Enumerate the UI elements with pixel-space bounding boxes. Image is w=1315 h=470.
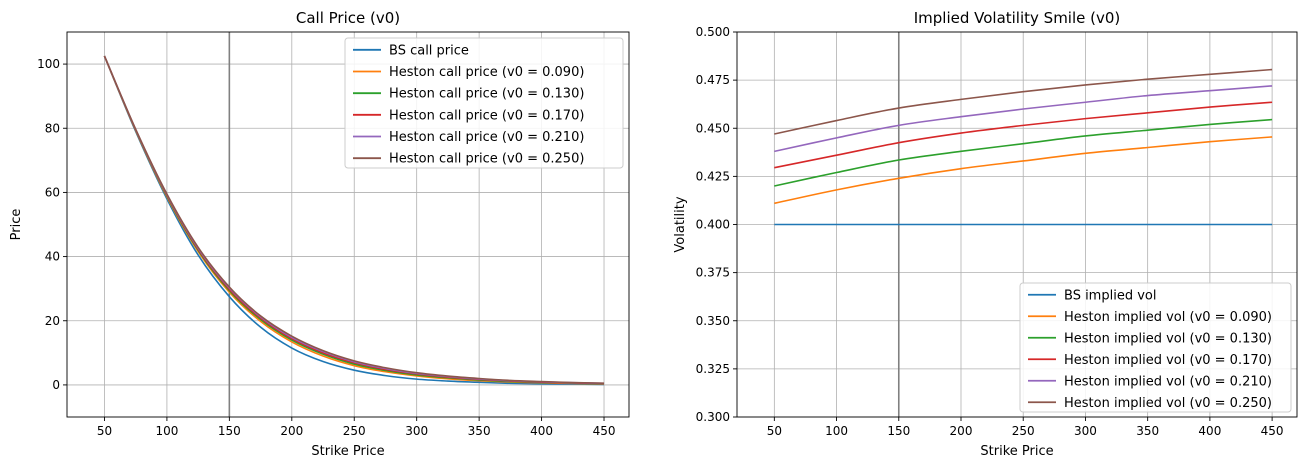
- legend-label: Heston implied vol (v0 = 0.090): [1064, 310, 1272, 325]
- x-tick-label: 150: [887, 424, 910, 438]
- x-tick-label: 350: [1136, 424, 1159, 438]
- legend-label: BS call price: [389, 43, 469, 58]
- x-tick-label: 300: [1074, 424, 1097, 438]
- y-tick-label: 0.300: [696, 410, 730, 424]
- chart-title: Implied Volatility Smile (v0): [914, 9, 1121, 27]
- series-line-0: [103, 55, 605, 386]
- x-tick-label: 200: [280, 424, 303, 438]
- y-tick-label: 0.400: [696, 218, 730, 232]
- x-axis-label: Strike Price: [311, 444, 384, 459]
- y-tick-label: 0.375: [696, 266, 730, 280]
- chart-panel-1: 50 100 150 200 250 300 350 400 450 0.300 0.325 0.35…: [673, 9, 1298, 459]
- y-tick-label: 80: [45, 121, 60, 135]
- y-tick-label: 0.325: [696, 362, 730, 376]
- legend: BS implied vol Heston implied vol (v0 = 0…: [1019, 282, 1292, 413]
- x-tick-label: 150: [218, 424, 241, 438]
- series-line-5: [774, 68, 1273, 135]
- legend-label: Heston implied vol (v0 = 0.250): [1064, 396, 1272, 411]
- x-tick-label: 400: [1198, 424, 1221, 438]
- series-line-1: [774, 136, 1273, 205]
- x-tick-label: 100: [155, 424, 178, 438]
- x-tick-label: 200: [950, 424, 973, 438]
- y-axis-label: Price: [9, 209, 24, 241]
- x-tick-label: 250: [343, 424, 366, 438]
- x-tick-label: 300: [405, 424, 428, 438]
- chart-title: Call Price (v0): [296, 9, 400, 27]
- legend-label: Heston call price (v0 = 0.250): [389, 152, 584, 167]
- x-axis-label: Strike Price: [980, 444, 1053, 459]
- x-tick-label: 50: [767, 424, 782, 438]
- y-tick-label: 0: [52, 378, 60, 392]
- legend-label: Heston implied vol (v0 = 0.130): [1064, 331, 1272, 346]
- y-tick-label: 40: [45, 250, 60, 264]
- legend-label: Heston implied vol (v0 = 0.210): [1064, 374, 1272, 389]
- legend-label: BS implied vol: [1064, 288, 1156, 303]
- y-tick-label: 100: [37, 57, 60, 71]
- axes-frame: [66, 31, 630, 418]
- legend: BS call price Heston call price (v0 = 0.0…: [344, 37, 624, 169]
- series-line-3: [774, 101, 1273, 169]
- legend-label: Heston call price (v0 = 0.170): [389, 108, 584, 123]
- y-tick-label: 0.425: [696, 169, 730, 183]
- chart-panel-0: 50 100 150 200 250 300 350 400 450 0 20 40 60 80 100 Ca…: [9, 9, 630, 459]
- x-tick-label: 450: [1261, 424, 1284, 438]
- x-tick-label: 50: [97, 424, 112, 438]
- x-tick-label: 250: [1012, 424, 1035, 438]
- legend-label: Heston call price (v0 = 0.210): [389, 130, 584, 145]
- legend-box: [1019, 282, 1292, 413]
- legend-label: Heston call price (v0 = 0.130): [389, 87, 584, 102]
- y-axis-label: Volatility: [673, 196, 688, 252]
- x-tick-label: 100: [825, 424, 848, 438]
- x-tick-label: 450: [593, 424, 616, 438]
- y-tick-label: 60: [45, 185, 60, 199]
- y-tick-label: 0.450: [696, 121, 730, 135]
- legend-label: Heston call price (v0 = 0.090): [389, 65, 584, 80]
- y-tick-label: 0.475: [696, 73, 730, 87]
- y-tick-label: 0.350: [696, 314, 730, 328]
- series-line-5: [103, 55, 605, 384]
- y-tick-label: 20: [45, 314, 60, 328]
- legend-label: Heston implied vol (v0 = 0.170): [1064, 353, 1272, 368]
- y-tick-label: 0.500: [696, 25, 730, 39]
- series-line-2: [774, 118, 1273, 187]
- series-line-4: [774, 85, 1273, 153]
- x-tick-label: 400: [530, 424, 553, 438]
- legend-box: [344, 37, 624, 169]
- x-tick-label: 350: [468, 424, 491, 438]
